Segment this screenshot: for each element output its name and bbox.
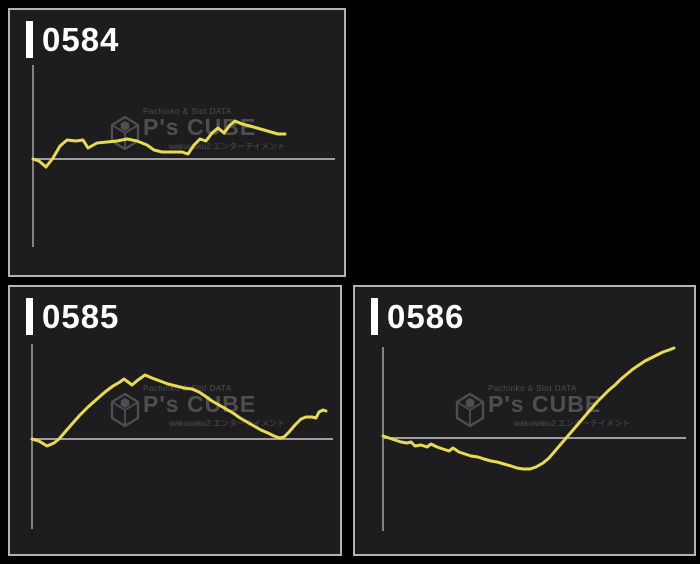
machine-number: 0584 (42, 21, 120, 58)
pscube-cube-logo-icon (110, 116, 140, 150)
watermark-subtitle: wakuwaku2 エンターテイメント (169, 142, 286, 151)
machine-header: 0584 (26, 21, 119, 58)
pscube-cube-logo-icon (110, 393, 140, 427)
payout-line-graph-0586 (381, 346, 686, 531)
machine-header: 0585 (26, 298, 119, 335)
machine-number: 0586 (387, 298, 465, 335)
machine-header: 0586 (371, 298, 464, 335)
header-accent-bar (371, 298, 378, 335)
watermark-tagline: Pachinko & Slot DATA (143, 107, 232, 116)
watermark-tagline: Pachinko & Slot DATA (488, 384, 577, 393)
machine-panel-0586[interactable]: Pachinko & Slot DATA P's CUBE wakuwaku2 … (353, 285, 696, 556)
pscube-watermark: Pachinko & Slot DATA P's CUBE wakuwaku2 … (110, 107, 285, 152)
header-accent-bar (26, 298, 33, 335)
payout-line-graph-0585 (30, 344, 333, 529)
watermark-subtitle: wakuwaku2 エンターテイメント (169, 419, 286, 428)
machine-number: 0585 (42, 298, 120, 335)
watermark-text: Pachinko & Slot DATA P's CUBE wakuwaku2 … (143, 107, 285, 152)
watermark-text: Pachinko & Slot DATA P's CUBE wakuwaku2 … (488, 384, 630, 429)
pscube-cube-logo-icon (455, 393, 485, 427)
pscube-watermark: Pachinko & Slot DATA P's CUBE wakuwaku2 … (455, 384, 630, 429)
payout-line-graph-0584 (31, 65, 335, 247)
watermark-brand: P's CUBE (488, 391, 602, 417)
machine-panel-0584[interactable]: Pachinko & Slot DATA P's CUBE wakuwaku2 … (8, 8, 346, 277)
watermark-subtitle: wakuwaku2 エンターテイメント (514, 419, 631, 428)
machine-panel-0585[interactable]: Pachinko & Slot DATA P's CUBE wakuwaku2 … (8, 285, 342, 556)
header-accent-bar (26, 21, 33, 58)
watermark-brand: P's CUBE (143, 114, 257, 140)
